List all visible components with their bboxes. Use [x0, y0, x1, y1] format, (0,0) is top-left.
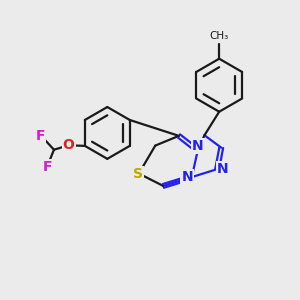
- Text: F: F: [42, 160, 52, 174]
- Text: F: F: [35, 129, 45, 143]
- Text: N: N: [217, 162, 228, 176]
- Text: O: O: [63, 138, 75, 152]
- Text: N: N: [182, 170, 193, 184]
- Text: CH₃: CH₃: [210, 31, 229, 41]
- Text: N: N: [192, 139, 203, 153]
- Text: S: S: [133, 167, 143, 181]
